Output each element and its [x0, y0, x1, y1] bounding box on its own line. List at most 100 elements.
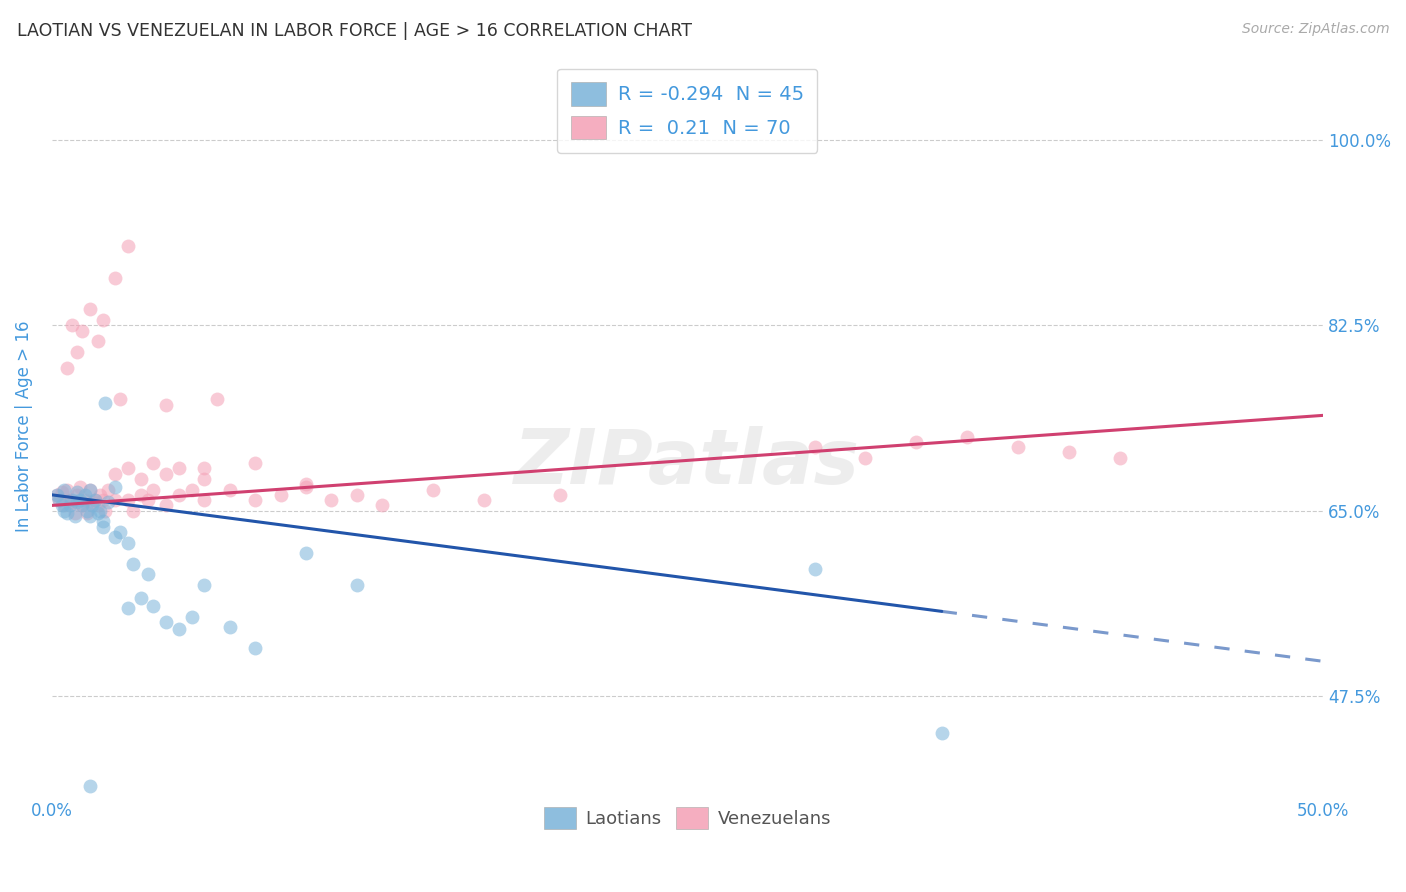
Point	[76, 504, 98, 518]
Point	[155, 615, 177, 629]
Point	[82, 495, 104, 509]
Point	[142, 599, 165, 613]
Point	[97, 495, 120, 509]
Point	[129, 488, 152, 502]
Point	[155, 398, 177, 412]
Point	[53, 504, 76, 518]
Point	[218, 483, 240, 497]
Point	[72, 499, 94, 513]
Point	[86, 334, 108, 349]
Point	[63, 508, 86, 523]
Point	[84, 493, 107, 508]
Point	[193, 578, 215, 592]
Point	[56, 483, 79, 497]
Point	[142, 483, 165, 497]
Point	[931, 726, 953, 740]
Point	[218, 620, 240, 634]
Point	[167, 488, 190, 502]
Point	[56, 360, 79, 375]
Point	[69, 480, 91, 494]
Point	[803, 440, 825, 454]
Point	[321, 493, 343, 508]
Point	[117, 535, 139, 549]
Point	[1057, 445, 1080, 459]
Point	[60, 495, 83, 509]
Point	[295, 480, 318, 494]
Point	[117, 601, 139, 615]
Point	[63, 506, 86, 520]
Point	[73, 493, 96, 508]
Point	[422, 483, 444, 497]
Point	[138, 493, 160, 508]
Point	[205, 392, 228, 407]
Point	[45, 488, 67, 502]
Point	[94, 395, 117, 409]
Point	[66, 484, 89, 499]
Point	[104, 530, 127, 544]
Point	[104, 270, 127, 285]
Point	[905, 434, 928, 449]
Point	[371, 499, 394, 513]
Point	[122, 557, 145, 571]
Point	[51, 484, 73, 499]
Point	[79, 483, 101, 497]
Point	[180, 609, 202, 624]
Point	[84, 493, 107, 508]
Point	[69, 493, 91, 508]
Point	[79, 302, 101, 317]
Point	[117, 239, 139, 253]
Point	[86, 499, 108, 513]
Point	[48, 493, 70, 508]
Point	[79, 779, 101, 793]
Point	[1108, 450, 1130, 465]
Point	[91, 313, 114, 327]
Point	[51, 499, 73, 513]
Point	[60, 493, 83, 508]
Point	[270, 488, 292, 502]
Text: Source: ZipAtlas.com: Source: ZipAtlas.com	[1241, 22, 1389, 37]
Point	[79, 483, 101, 497]
Point	[66, 488, 89, 502]
Point	[91, 514, 114, 528]
Point	[104, 480, 127, 494]
Point	[56, 506, 79, 520]
Point	[243, 641, 266, 656]
Point	[97, 483, 120, 497]
Point	[104, 467, 127, 481]
Point	[1007, 440, 1029, 454]
Y-axis label: In Labor Force | Age > 16: In Labor Force | Age > 16	[15, 320, 32, 532]
Point	[91, 493, 114, 508]
Text: ZIPatlas: ZIPatlas	[515, 426, 860, 500]
Legend: Laotians, Venezuelans: Laotians, Venezuelans	[537, 799, 838, 836]
Point	[53, 499, 76, 513]
Point	[193, 472, 215, 486]
Point	[129, 472, 152, 486]
Point	[117, 461, 139, 475]
Point	[73, 488, 96, 502]
Point	[167, 623, 190, 637]
Point	[472, 493, 495, 508]
Point	[104, 493, 127, 508]
Point	[94, 504, 117, 518]
Point	[243, 456, 266, 470]
Point	[855, 450, 877, 465]
Point	[76, 506, 98, 520]
Point	[110, 392, 132, 407]
Point	[86, 506, 108, 520]
Point	[295, 477, 318, 491]
Point	[346, 488, 368, 502]
Point	[48, 493, 70, 508]
Point	[72, 324, 94, 338]
Point	[129, 591, 152, 605]
Point	[72, 499, 94, 513]
Point	[803, 562, 825, 576]
Point	[60, 318, 83, 333]
Point	[82, 499, 104, 513]
Point	[243, 493, 266, 508]
Point	[66, 344, 89, 359]
Point	[155, 467, 177, 481]
Point	[193, 493, 215, 508]
Point	[89, 504, 111, 518]
Point	[91, 519, 114, 533]
Point	[79, 508, 101, 523]
